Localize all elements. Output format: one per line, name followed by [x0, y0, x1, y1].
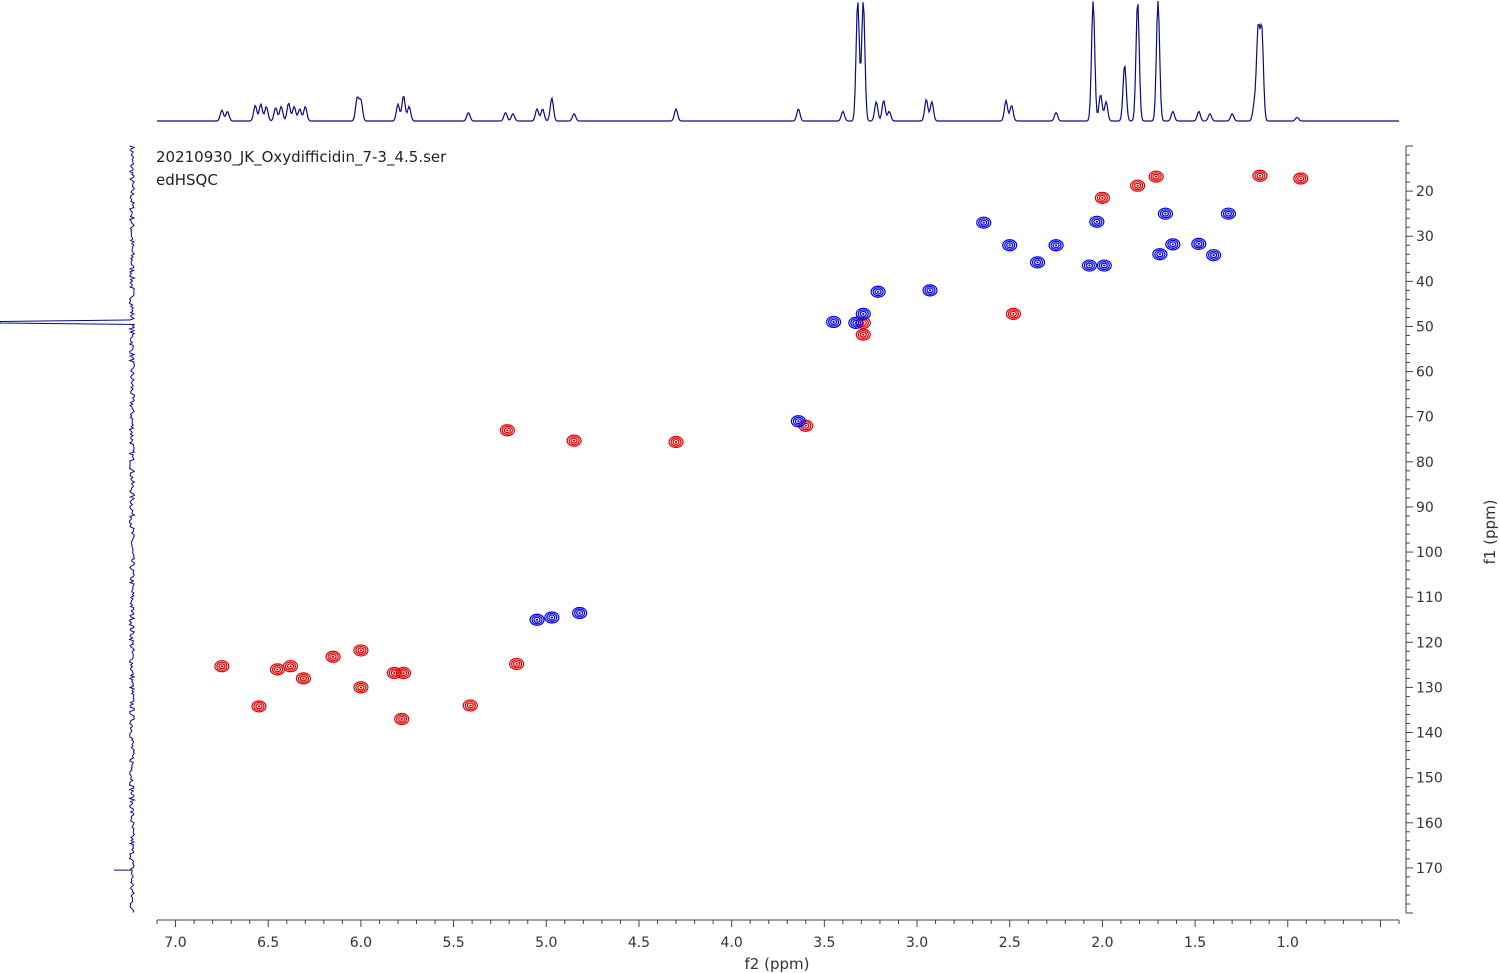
- y-tick-label: 150: [1416, 771, 1443, 787]
- x-tick-label: 7.0: [164, 935, 186, 951]
- x-tick-label: 1.0: [1277, 935, 1299, 951]
- positive-peak: [395, 666, 412, 680]
- proton-trace: [157, 0, 1399, 122]
- x-tick-label: 4.0: [721, 935, 743, 951]
- y-tick-label: 50: [1416, 319, 1434, 335]
- x-tick-label: 6.0: [350, 935, 372, 951]
- y-tick-label: 160: [1416, 816, 1443, 832]
- positive-peak: [1148, 170, 1164, 183]
- positive-peak: [1293, 172, 1309, 185]
- x-tick-label: 4.5: [628, 935, 650, 951]
- positive-peak: [325, 650, 341, 663]
- y-tick-label: 70: [1416, 410, 1434, 426]
- negative-peak: [1165, 238, 1181, 251]
- positive-peak: [1252, 169, 1268, 182]
- contour-peaks: [214, 169, 1309, 726]
- x-axis-title: f2 (ppm): [745, 955, 810, 973]
- proton-projection-spectrum: [157, 0, 1399, 122]
- positive-peak: [214, 660, 230, 673]
- negative-peak: [1152, 248, 1168, 261]
- x-tick-label: 2.0: [1091, 935, 1113, 951]
- y-tick-label: 80: [1416, 455, 1434, 471]
- y-tick-label: 20: [1416, 184, 1434, 200]
- x-tick-label: 2.5: [999, 935, 1021, 951]
- negative-peak: [976, 216, 992, 229]
- file-label: 20210930_JK_Oxydifficidin_7-3_4.5.ser: [156, 148, 447, 167]
- carbon-projection-spectrum: [0, 145, 137, 913]
- carbon-trace: [0, 145, 137, 913]
- negative-peak: [1096, 259, 1112, 272]
- positive-peak: [668, 435, 684, 449]
- negative-peak: [544, 611, 560, 624]
- negative-peak: [1220, 207, 1237, 220]
- y-tick-label: 120: [1416, 635, 1443, 651]
- positive-peak: [1130, 179, 1146, 192]
- negative-peak: [529, 613, 545, 626]
- negative-peak: [1048, 239, 1064, 252]
- negative-peak: [1191, 237, 1207, 251]
- positive-peak: [282, 660, 299, 673]
- y-axis: 20 30 40 50 60 70 80 90 100 110 120 130 140 150 160 170: [1405, 145, 1443, 914]
- positive-peak: [269, 663, 286, 676]
- x-tick-label: 3.0: [906, 935, 928, 951]
- x-tick-label: 3.5: [813, 935, 835, 951]
- y-tick-label: 40: [1416, 274, 1434, 290]
- y-tick-label: 90: [1416, 500, 1434, 516]
- y-tick-label: 60: [1416, 365, 1434, 381]
- negative-peak: [1089, 215, 1105, 228]
- negative-peak: [826, 315, 842, 329]
- negative-peak: [790, 415, 806, 428]
- x-tick-label: 5.0: [535, 935, 557, 951]
- negative-peak: [1206, 249, 1222, 262]
- positive-peak: [1094, 191, 1111, 204]
- y-tick-label: 140: [1416, 726, 1443, 742]
- positive-peak: [386, 666, 402, 680]
- y-tick-label: 30: [1416, 229, 1434, 245]
- positive-peak: [353, 644, 369, 657]
- y-tick-label: 100: [1416, 545, 1443, 561]
- positive-peak: [295, 672, 312, 685]
- positive-peak: [251, 700, 267, 713]
- negative-peak: [1157, 207, 1174, 220]
- positive-peak: [509, 657, 525, 671]
- negative-peak: [848, 316, 864, 329]
- positive-peak: [499, 424, 515, 437]
- positive-peak: [1005, 307, 1022, 320]
- negative-peak: [1029, 256, 1046, 269]
- negative-peak: [870, 285, 886, 298]
- negative-peak: [572, 606, 588, 620]
- positive-peak: [353, 681, 369, 694]
- y-tick-label: 130: [1416, 680, 1443, 696]
- x-axis: 7.0 6.5 6.0 5.5 5.0 4.5 4.0 3.5 3.0 2.5 2.0 1.5 1.0: [156, 919, 1400, 951]
- y-tick-label: 170: [1416, 861, 1443, 877]
- x-tick-label: 1.5: [1184, 935, 1206, 951]
- y-axis-title: f1 (ppm): [1481, 500, 1499, 565]
- positive-peak: [855, 328, 871, 341]
- negative-peak: [1002, 239, 1018, 252]
- negative-peak: [1081, 259, 1098, 272]
- positive-peak: [462, 699, 478, 712]
- y-tick-label: 110: [1416, 590, 1443, 606]
- positive-peak: [566, 434, 582, 447]
- negative-peak: [922, 284, 938, 297]
- x-tick-label: 6.5: [257, 935, 279, 951]
- experiment-label: edHSQC: [156, 171, 218, 189]
- x-tick-label: 5.5: [442, 935, 464, 951]
- negative-peak: [855, 307, 871, 320]
- positive-peak: [394, 712, 410, 726]
